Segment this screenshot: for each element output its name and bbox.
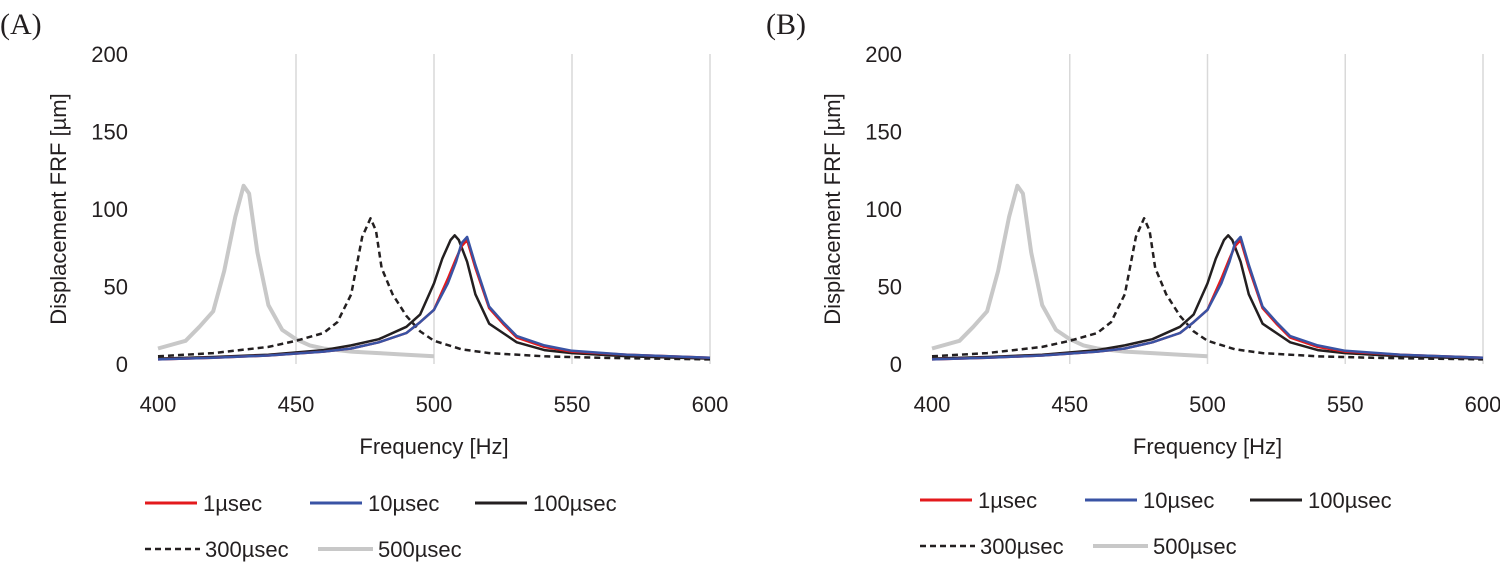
legend-label: 300µsec — [205, 537, 289, 562]
chart-panel-a: (A) 400 450 500 550 600 0 50 100 150 200 Frequency … — [0, 8, 728, 562]
series-line-500-sec — [157, 183, 435, 359]
x-tick-label: 400 — [140, 392, 177, 417]
x-axis-title: Frequency [Hz] — [359, 434, 508, 459]
series-line-500-sec — [931, 183, 1208, 359]
y-tick-label: 50 — [104, 275, 128, 300]
x-tick-label: 500 — [416, 392, 453, 417]
panel-label: (B) — [766, 8, 806, 41]
x-tick-label: 600 — [692, 392, 729, 417]
series-line-10-sec — [931, 235, 1484, 361]
legend-label: 1µsec — [203, 491, 262, 516]
legend-label: 500µsec — [1153, 534, 1237, 559]
y-tick-label: 200 — [91, 42, 128, 67]
y-tick-label: 150 — [865, 120, 902, 145]
y-tick-label: 100 — [91, 197, 128, 222]
panel-label: (A) — [0, 8, 42, 41]
x-axis-title: Frequency [Hz] — [1133, 434, 1282, 459]
x-tick-label: 450 — [1051, 392, 1088, 417]
series-line-300-sec — [157, 217, 711, 361]
legend-label: 10µsec — [368, 491, 439, 516]
y-tick-label: 150 — [91, 120, 128, 145]
x-tick-label: 600 — [1465, 392, 1500, 417]
x-tick-label: 550 — [1327, 392, 1364, 417]
series-line-300-sec — [931, 217, 1484, 361]
y-tick-label: 100 — [865, 197, 902, 222]
y-tick-label: 50 — [878, 275, 902, 300]
legend-label: 100µsec — [1308, 488, 1392, 513]
legend-label: 100µsec — [533, 491, 617, 516]
series-line-100-sec — [931, 234, 1484, 360]
series-line-10-sec — [157, 235, 711, 361]
y-axis-title: Displacement FRF [µm] — [820, 93, 845, 325]
legend-label: 10µsec — [1143, 488, 1214, 513]
x-tick-label: 400 — [914, 392, 951, 417]
legend-label: 1µsec — [978, 488, 1037, 513]
y-tick-label: 0 — [116, 352, 128, 377]
chart-panel-b: (B) 400 450 500 550 600 0 50 100 150 200 Frequency … — [766, 8, 1500, 559]
x-tick-label: 550 — [554, 392, 591, 417]
y-tick-label: 0 — [890, 352, 902, 377]
y-axis-title: Displacement FRF [µm] — [46, 93, 71, 325]
x-tick-label: 450 — [278, 392, 315, 417]
x-tick-label: 500 — [1189, 392, 1226, 417]
series-line-100-sec — [157, 234, 711, 360]
legend-label: 500µsec — [378, 537, 462, 562]
legend-label: 300µsec — [980, 534, 1064, 559]
y-tick-label: 200 — [865, 42, 902, 67]
